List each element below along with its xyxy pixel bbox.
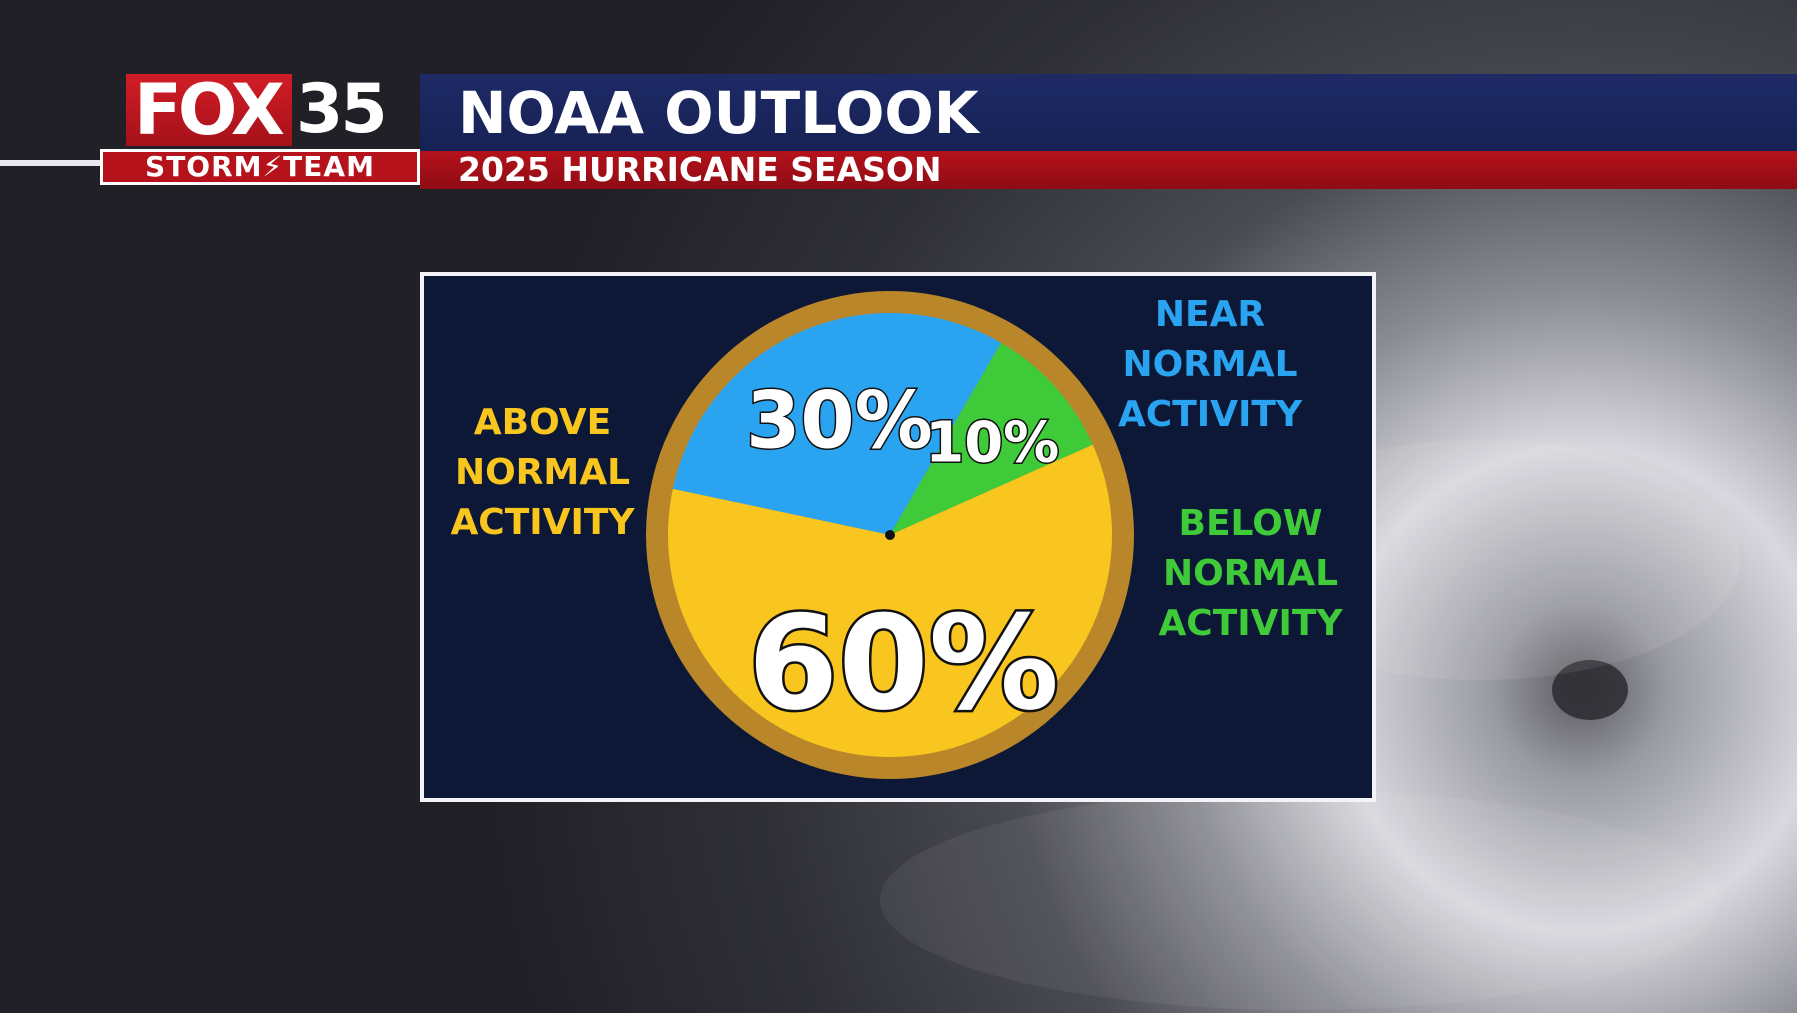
pie-center-dot (885, 530, 895, 540)
pie-slice-above (668, 444, 1112, 757)
value-label-above: 60% (748, 587, 1059, 739)
headline: NOAA OUTLOOK (458, 79, 979, 147)
legend-label-below: BELOW NORMAL ACTIVITY (1158, 503, 1343, 644)
subheadline: 2025 HURRICANE SEASON (458, 150, 942, 189)
value-label-below: 10% (925, 410, 1059, 475)
legend-label-above: ABOVE NORMAL ACTIVITY (450, 402, 635, 543)
station-logo-number: 35 (296, 70, 388, 149)
pie-slice-below (890, 342, 1093, 535)
pie-slice-near (672, 313, 1001, 535)
legend-label-near: NEAR NORMAL ACTIVITY (1117, 294, 1303, 435)
station-logo-box (126, 74, 292, 146)
subtitle-bar (420, 151, 1797, 189)
title-bar (420, 74, 1797, 152)
storm-team-label: STORM⚡TEAM (145, 150, 375, 183)
storm-team-badge (100, 149, 420, 185)
value-label-near: 30% (746, 376, 933, 466)
station-logo-fox: FOX (134, 69, 285, 151)
